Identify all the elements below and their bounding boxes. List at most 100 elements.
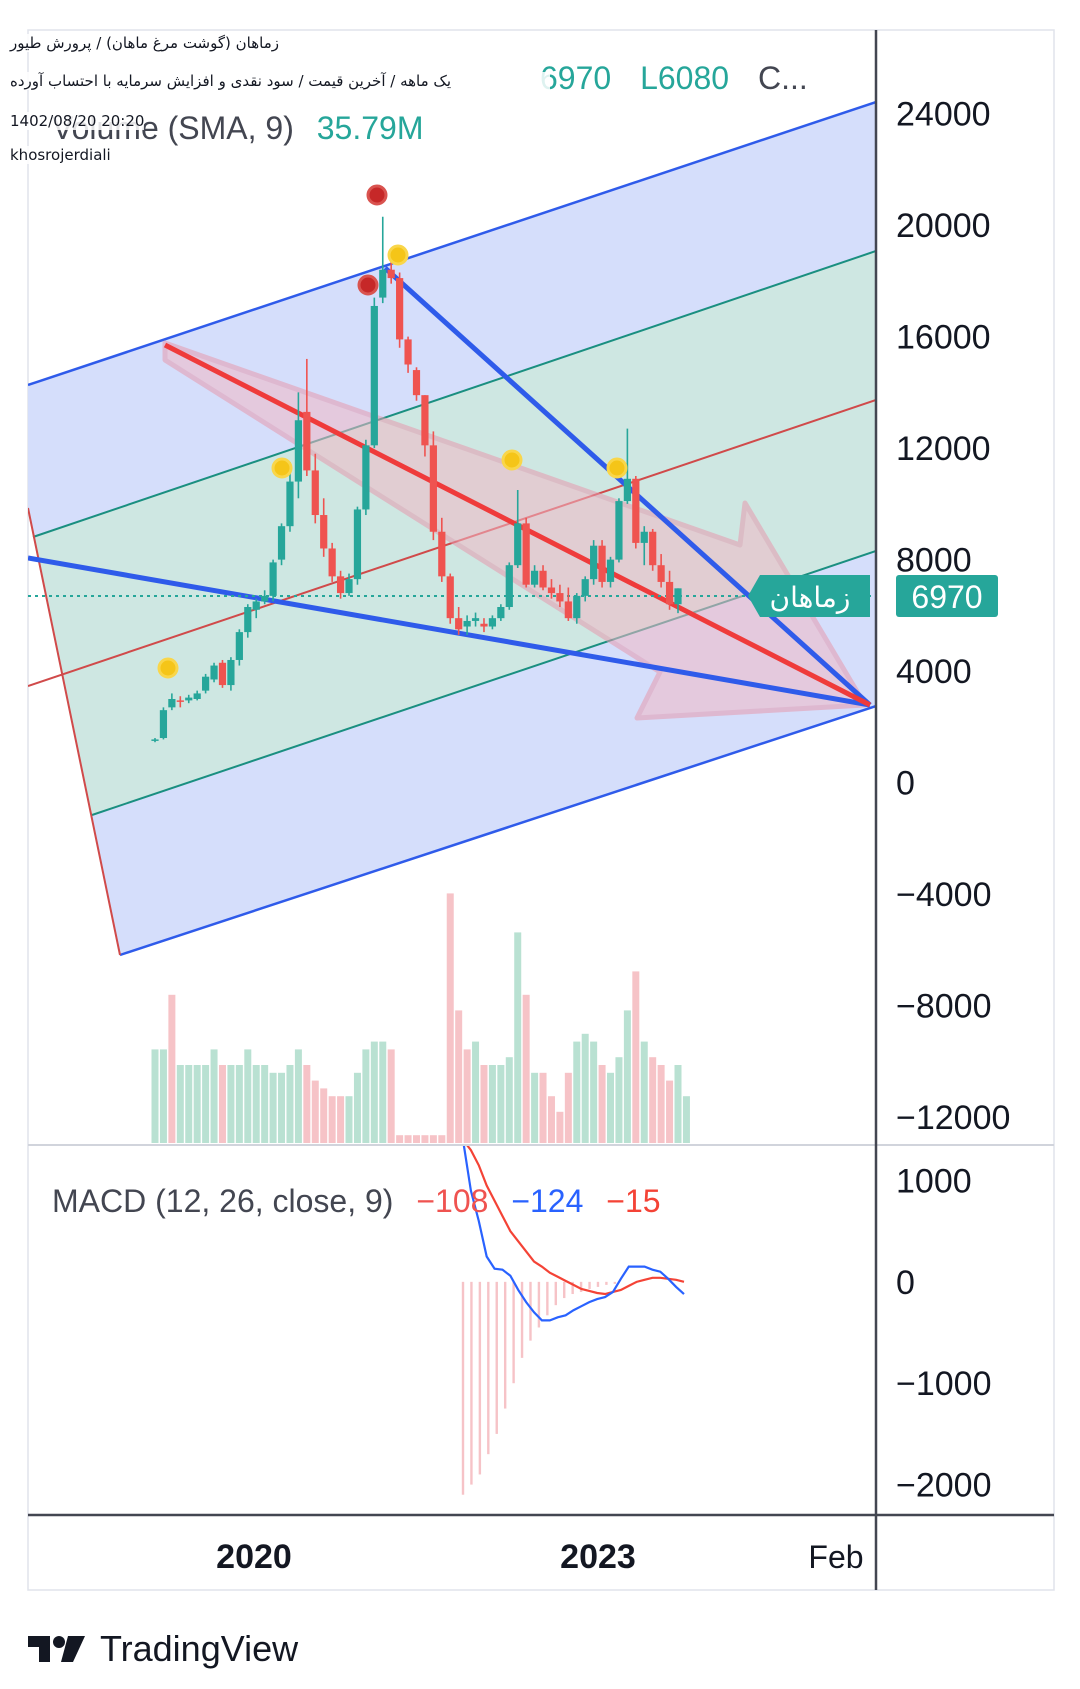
price-badge: زماهان 6970 (748, 575, 998, 617)
candle-body (438, 531, 446, 577)
candle-body (244, 607, 252, 633)
candle (362, 439, 370, 516)
wedge-lower-line (28, 555, 871, 708)
candle (547, 579, 556, 599)
macd-hist-bar (537, 1281, 541, 1328)
volume-bar (193, 1065, 201, 1143)
volume-bar (151, 1049, 159, 1143)
volume-bar (666, 1080, 674, 1143)
ohlc-low: L6080 (640, 60, 730, 96)
candle (438, 517, 446, 582)
volume-bar (328, 1096, 336, 1143)
candle-body (303, 411, 311, 471)
candle-body (185, 697, 193, 701)
candle-body (320, 515, 328, 549)
chart-author: khosrojerdiali (10, 146, 111, 164)
candle-body (674, 588, 682, 605)
volume-bar (632, 971, 640, 1143)
candle (463, 615, 471, 635)
candle (581, 576, 589, 602)
volume-bar (337, 1096, 345, 1143)
volume-bar (413, 1135, 420, 1143)
volume-bar (539, 1072, 547, 1143)
macd-hist-bar (563, 1281, 566, 1299)
macd-line-value: −124 (511, 1183, 584, 1219)
candle (564, 587, 572, 621)
macd-legend: MACD (12, 26, close, 9) −108 −124 −15 (52, 1183, 661, 1220)
candle (320, 498, 328, 557)
candle (311, 453, 319, 524)
pitchfork-handle (28, 507, 121, 956)
candle (261, 590, 269, 605)
y-tick-label: 0 (896, 765, 915, 803)
candle-body (269, 562, 277, 596)
volume-bar (353, 1072, 361, 1143)
candle-body (421, 395, 429, 446)
volume-bar (421, 1135, 429, 1143)
volume-bar (227, 1065, 235, 1143)
macd-hist-bar (512, 1281, 515, 1384)
candle (345, 573, 353, 596)
ohlc-high: 6970 (540, 60, 612, 96)
ohlc-close: C... (757, 60, 808, 96)
candle (573, 593, 581, 624)
volume-bar (278, 1072, 286, 1143)
ohlc-legend: 6970 L6080 C... (540, 60, 808, 97)
volume-bar (185, 1065, 193, 1143)
macd-hist-bar (554, 1281, 557, 1306)
candle (471, 612, 480, 627)
candle-body (573, 595, 581, 619)
macd-hist-bar (571, 1281, 574, 1295)
candle-body (396, 278, 404, 340)
y-tick-label: 24000 (896, 96, 991, 134)
price-axis-ticks: 24000 20000 16000 12000 8000 4000 0 −4000 −8000 −… (896, 96, 1010, 1138)
macd-hist-bar (461, 1281, 465, 1495)
candle-body (379, 269, 387, 298)
candle (598, 540, 606, 588)
candle-body (455, 618, 463, 630)
marker-yellow (387, 244, 409, 266)
tradingview-logo[interactable]: TradingView (28, 1628, 298, 1670)
candle-body (632, 478, 640, 543)
candle (674, 588, 682, 614)
candle-body (598, 545, 606, 582)
candle (227, 657, 235, 691)
candle (657, 554, 665, 588)
volume-bar (607, 1072, 615, 1143)
candle-body (522, 523, 530, 585)
volume-bar (581, 1033, 589, 1143)
volume-bar (590, 1041, 598, 1143)
macd-signal-value: −15 (606, 1183, 661, 1219)
chart-title: زماهان (گوشت مرغ ماهان) / پرورش طیور (10, 34, 340, 52)
chart-frame (27, 29, 1055, 1591)
candle (590, 540, 598, 585)
volume-bar (573, 1041, 581, 1143)
y-tick-label: 8000 (896, 542, 972, 580)
macd-hist-bar (478, 1281, 482, 1475)
macd-hist-bar (520, 1281, 524, 1358)
candle (649, 528, 657, 571)
volume-bar (682, 1096, 690, 1143)
candle (640, 526, 648, 566)
volume-bar (547, 1096, 555, 1143)
symbol-tag-label: زماهان (770, 581, 851, 614)
candle-body (429, 445, 437, 532)
candle-body (261, 595, 269, 602)
candle (514, 489, 522, 568)
volume-bars (151, 893, 690, 1143)
candle-body (514, 523, 522, 566)
price-tag-label: 6970 (911, 579, 982, 615)
y-tick-label: 12000 (896, 430, 991, 468)
volume-bar (556, 1111, 564, 1143)
tradingview-logo-icon (28, 1636, 85, 1662)
candle-body (412, 370, 421, 396)
candle-body (286, 481, 294, 527)
macd-hist-bar (546, 1281, 549, 1316)
candle-body (362, 445, 370, 510)
volume-bar (244, 1049, 252, 1143)
candle-body (277, 526, 286, 560)
volume-bar (387, 1049, 395, 1143)
volume-bar (480, 1065, 488, 1143)
volume-bar (311, 1080, 319, 1143)
